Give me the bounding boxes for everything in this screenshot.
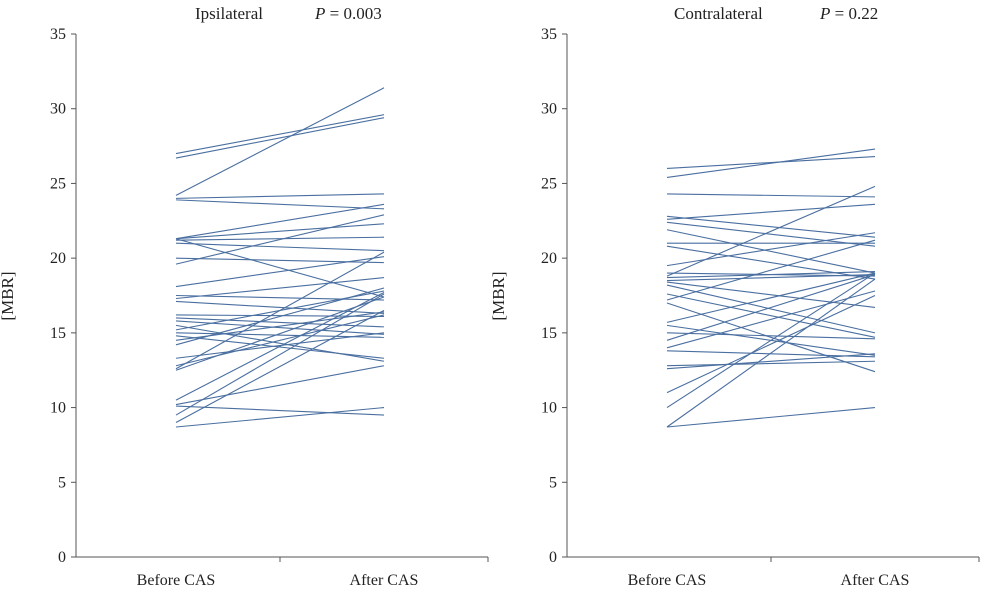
chart-title: Ipsilateral P = 0.003: [195, 4, 382, 24]
series-line: [175, 117, 385, 159]
ipsilateral-panel: Ipsilateral P = 0.003 [MBR] 0 5 10 15 20 25 30…: [0, 4, 489, 589]
p-value: P = 0.22: [820, 4, 878, 24]
series-line: [666, 290, 876, 349]
series-line: [666, 221, 876, 247]
series-line: [175, 203, 385, 240]
series-line: [175, 294, 385, 301]
series-line: [666, 360, 876, 367]
series-line: [175, 293, 385, 416]
series-line: [666, 274, 876, 341]
series-line: [666, 295, 876, 394]
y-tick-label: 20: [50, 250, 66, 267]
series-line: [175, 407, 385, 428]
y-tick-label: 25: [50, 175, 66, 192]
series-line: [666, 281, 876, 309]
series-line: [175, 324, 385, 362]
title-text: Contralateral: [674, 4, 763, 23]
series-line: [666, 232, 876, 267]
p-symbol: P: [315, 4, 326, 23]
x-tick-label: After CAS: [841, 572, 910, 589]
p-value-text: = 0.22: [830, 4, 879, 23]
y-tick-label: 35: [541, 26, 557, 43]
series-line: [175, 405, 385, 416]
series-line: [666, 185, 876, 277]
x-tick-label: Before CAS: [137, 572, 216, 589]
y-tick-label: 0: [58, 549, 66, 566]
series-line: [666, 274, 876, 282]
p-symbol: P: [820, 4, 831, 23]
y-tick-label: 5: [58, 474, 66, 491]
series-line: [175, 300, 385, 314]
y-tick-label: 5: [549, 474, 557, 491]
series-line: [666, 407, 876, 428]
y-tick-label: 20: [541, 250, 557, 267]
series-line: [175, 309, 385, 423]
series-line: [175, 335, 385, 359]
chart-title: Contralateral P = 0.22: [674, 4, 878, 24]
series-line: [666, 229, 876, 274]
title-text: Ipsilateral: [195, 4, 263, 23]
y-tick-label: 0: [549, 549, 557, 566]
series-line: [175, 214, 385, 265]
series-line: [175, 256, 385, 288]
series-line: [666, 148, 876, 178]
series-line: [175, 238, 385, 298]
series-line: [666, 293, 876, 338]
series-line: [175, 292, 385, 401]
series-line: [175, 287, 385, 346]
y-tick-label: 10: [50, 400, 66, 417]
series-line: [666, 272, 876, 323]
series-line: [175, 317, 385, 328]
contralateral-panel: Contralateral P = 0.22 [MBR] 0 5 10 15 20 25 3…: [489, 0, 982, 592]
series-line: [175, 114, 385, 155]
series-line: [175, 251, 385, 370]
series-line: [666, 245, 876, 280]
series-line: [175, 87, 385, 196]
series-line: [666, 193, 876, 198]
series-line: [175, 223, 385, 240]
series-line: [666, 284, 876, 334]
series-line: [175, 236, 385, 241]
series-line: [175, 199, 385, 210]
series-line: [666, 239, 876, 301]
ipsilateral-plot: 0 5 10 15 20 25 30 35 Before CAS After CAS: [50, 26, 489, 589]
series-line: [666, 272, 876, 409]
series-line: [175, 277, 385, 300]
y-tick-label: 30: [50, 101, 66, 118]
series-line: [666, 203, 876, 220]
y-tick-label: 10: [541, 400, 557, 417]
y-tick-label: 35: [50, 26, 66, 43]
series-line: [666, 215, 876, 238]
y-tick-label: 25: [541, 175, 557, 192]
contralateral-plot: 0 5 10 15 20 25 30 35 Before CAS After CAS: [541, 26, 980, 589]
series-line: [666, 271, 876, 279]
y-tick-label: 15: [541, 325, 557, 342]
series-line: [175, 296, 385, 371]
p-value: P = 0.003: [315, 4, 382, 24]
x-tick-label: After CAS: [350, 572, 419, 589]
series-line: [175, 332, 385, 359]
series-line: [175, 314, 385, 367]
series-line: [175, 365, 385, 406]
series-line: [666, 278, 876, 428]
y-tick-label: 30: [541, 101, 557, 118]
series-line: [175, 242, 385, 252]
series-line: [666, 332, 876, 340]
series-line: [666, 155, 876, 170]
p-value-text: = 0.003: [325, 4, 382, 23]
y-tick-label: 15: [50, 325, 66, 342]
series-line: [175, 193, 385, 199]
series-line: [175, 257, 385, 264]
x-tick-label: Before CAS: [628, 572, 707, 589]
series-line: [666, 353, 876, 370]
